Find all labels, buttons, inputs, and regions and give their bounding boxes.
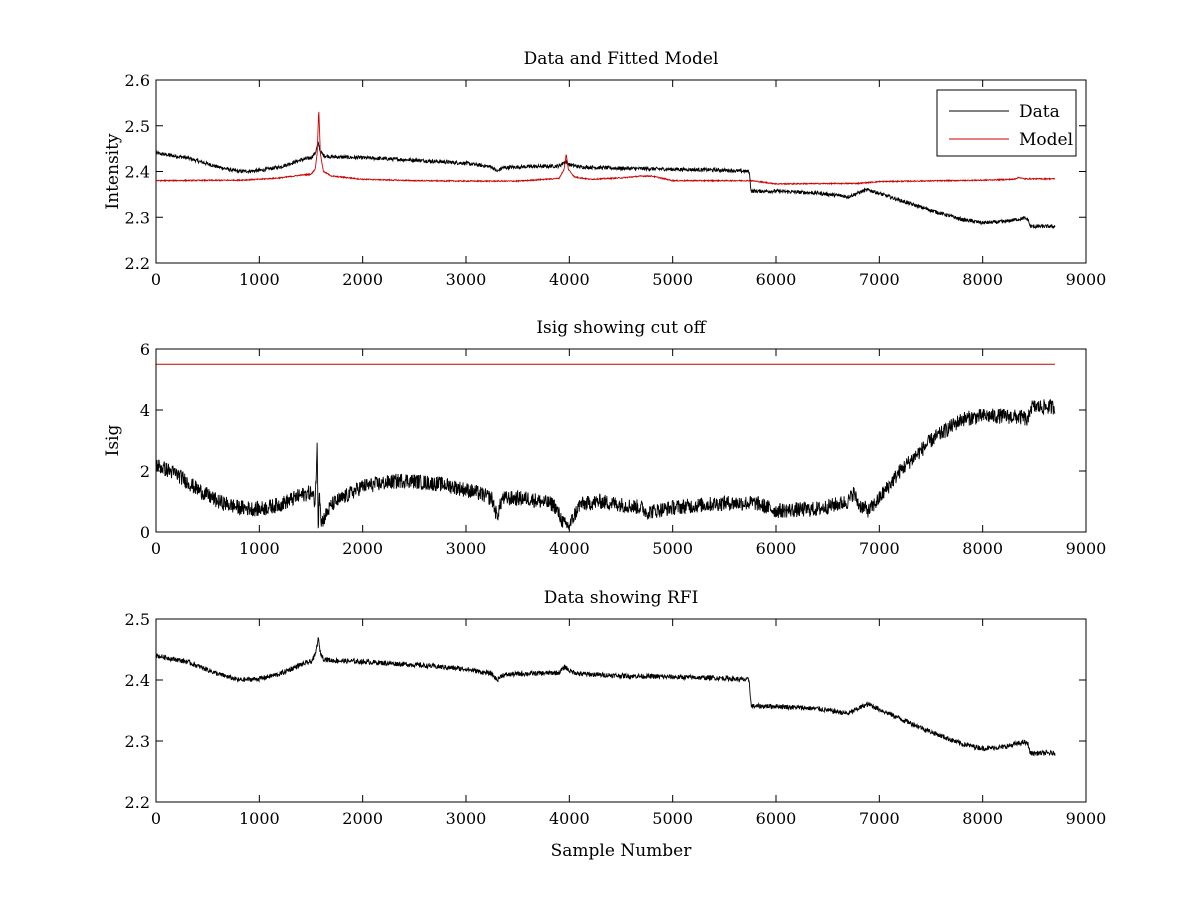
y-tick-label: 2.2	[125, 793, 150, 812]
y-tick-label: 2.5	[125, 117, 150, 136]
x-tick-label: 2000	[342, 809, 383, 828]
x-tick-label: 5000	[652, 809, 693, 828]
legend-label-model: Model	[1019, 130, 1073, 150]
chart-panel-1: 0 1000 2000 3000 4000 5000 6000 7000 8000 9000 2.2…	[103, 49, 1106, 289]
chart-title: Isig showing cut off	[536, 318, 707, 338]
x-tick-label: 5000	[652, 270, 693, 289]
x-tick-label: 3000	[446, 539, 487, 558]
y-tick-label: 2.3	[125, 732, 150, 751]
x-tick-label: 1000	[239, 809, 280, 828]
x-tick-label: 4000	[549, 809, 590, 828]
chart-title: Data showing RFI	[544, 588, 699, 608]
y-tick-label: 2.3	[125, 208, 150, 227]
x-tick-label: 0	[151, 539, 161, 558]
x-tick-label: 5000	[652, 539, 693, 558]
x-tick-label: 9000	[1066, 809, 1107, 828]
x-tick-label: 3000	[446, 809, 487, 828]
legend: Data Model	[936, 89, 1077, 157]
x-tick-label: 6000	[756, 270, 797, 289]
x-tick-label: 4000	[549, 270, 590, 289]
x-tick-label: 2000	[342, 270, 383, 289]
x-tick-label: 1000	[239, 539, 280, 558]
x-tick-label: 4000	[549, 539, 590, 558]
x-tick-label: 7000	[859, 270, 900, 289]
x-tick-label: 6000	[756, 539, 797, 558]
x-tick-label: 8000	[962, 809, 1003, 828]
x-tick-label: 2000	[342, 539, 383, 558]
y-tick-label: 6	[140, 340, 150, 359]
chart-panel-3: 0 1000 2000 3000 4000 5000 6000 7000 8000 9000 2.2…	[125, 588, 1107, 861]
x-axis-label: Sample Number	[551, 841, 693, 861]
x-tick-label: 6000	[756, 809, 797, 828]
y-tick-label: 4	[140, 401, 150, 420]
axes-box	[155, 618, 1087, 803]
x-tick-label: 8000	[962, 539, 1003, 558]
y-axis-label: Isig	[103, 425, 123, 457]
chart-panel-2: 0 1000 2000 3000 4000 5000 6000 7000 8000 9000 0 2 4…	[103, 318, 1106, 558]
x-tick-label: 8000	[962, 270, 1003, 289]
y-tick-label: 2.4	[125, 671, 150, 690]
y-tick-label: 0	[140, 523, 150, 542]
series-line-model	[156, 111, 1056, 186]
axes-box	[155, 348, 1087, 533]
x-tick-label: 7000	[859, 539, 900, 558]
x-tick-label: 7000	[859, 809, 900, 828]
y-tick-label: 2.2	[125, 254, 150, 273]
x-tick-label: 3000	[446, 270, 487, 289]
y-tick-label: 2.5	[125, 610, 150, 629]
x-tick-label: 1000	[239, 270, 280, 289]
x-tick-label: 0	[151, 809, 161, 828]
chart-title: Data and Fitted Model	[524, 49, 719, 69]
y-axis-label: Intensity	[103, 133, 123, 209]
y-tick-label: 2.4	[125, 163, 150, 182]
y-tick-label: 2	[140, 462, 150, 481]
x-tick-label: 0	[151, 270, 161, 289]
series-line-1	[156, 398, 1056, 530]
series-line-data	[156, 141, 1056, 230]
x-tick-label: 9000	[1066, 270, 1107, 289]
series-line-1	[156, 636, 1056, 757]
y-tick-label: 2.6	[125, 71, 150, 90]
legend-label-data: Data	[1019, 102, 1060, 122]
legend-box	[936, 89, 1077, 157]
x-tick-label: 9000	[1066, 539, 1107, 558]
